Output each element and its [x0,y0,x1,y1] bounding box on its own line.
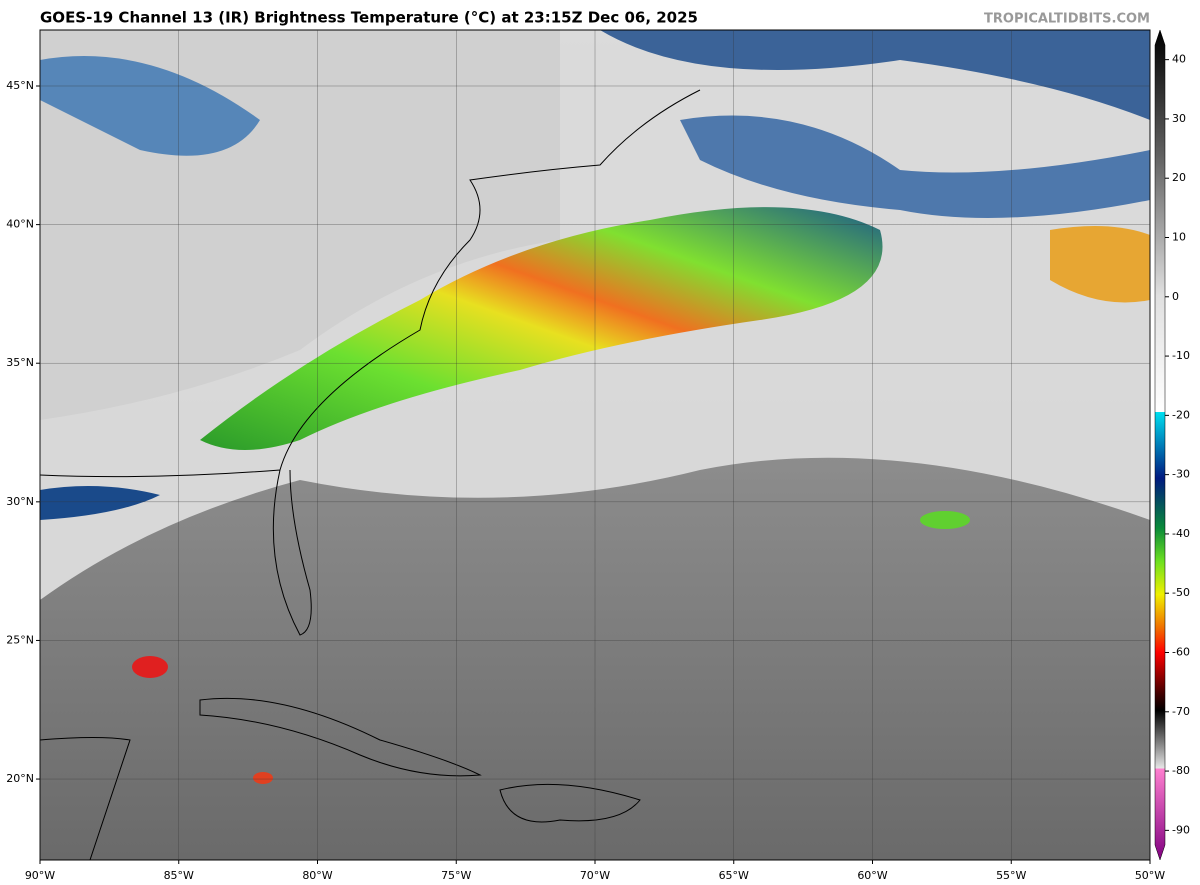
colorbar-label: -30 [1172,468,1190,481]
colorbar-label: -50 [1172,586,1190,599]
x-tick-label: 55°W [996,869,1026,882]
watermark: TROPICALTIDBITS.COM [984,12,1150,27]
x-tick-label: 65°W [719,869,749,882]
colorbar-label: 20 [1172,171,1186,184]
x-tick-label: 50°W [1135,869,1165,882]
x-tick-label: 70°W [580,869,610,882]
colorbar [1154,29,1166,861]
colorbar-label: -10 [1172,349,1190,362]
x-tick-label: 60°W [857,869,887,882]
axes: 90°W 85°W 80°W 75°W 70°W 65°W 60°W 55°W 50°W 20°N… [6,30,1190,882]
x-tick-label: 80°W [302,869,332,882]
colorbar-label: 40 [1172,53,1186,66]
x-tick-label: 90°W [25,869,55,882]
colorbar-label: -60 [1172,646,1190,659]
colorbar-label: -80 [1172,764,1190,777]
colorbar-label: 0 [1172,290,1179,303]
y-tick-label: 30°N [6,495,34,508]
colorbar-label: 30 [1172,112,1186,125]
colorbar-label: -70 [1172,705,1190,718]
y-tick-label: 45°N [6,79,34,92]
x-tick-label: 85°W [164,869,194,882]
x-tick-label: 75°W [441,869,471,882]
colorbar-label: 10 [1172,231,1186,244]
colorbar-label: -40 [1172,527,1190,540]
colorbar-label: -20 [1172,408,1190,421]
colorbar-label: -90 [1172,823,1190,836]
y-tick-label: 20°N [6,772,34,785]
y-tick-label: 35°N [6,356,34,369]
title: GOES-19 Channel 13 (IR) Brightness Tempe… [40,9,698,27]
y-tick-label: 25°N [6,633,34,646]
y-tick-label: 40°N [6,218,34,231]
